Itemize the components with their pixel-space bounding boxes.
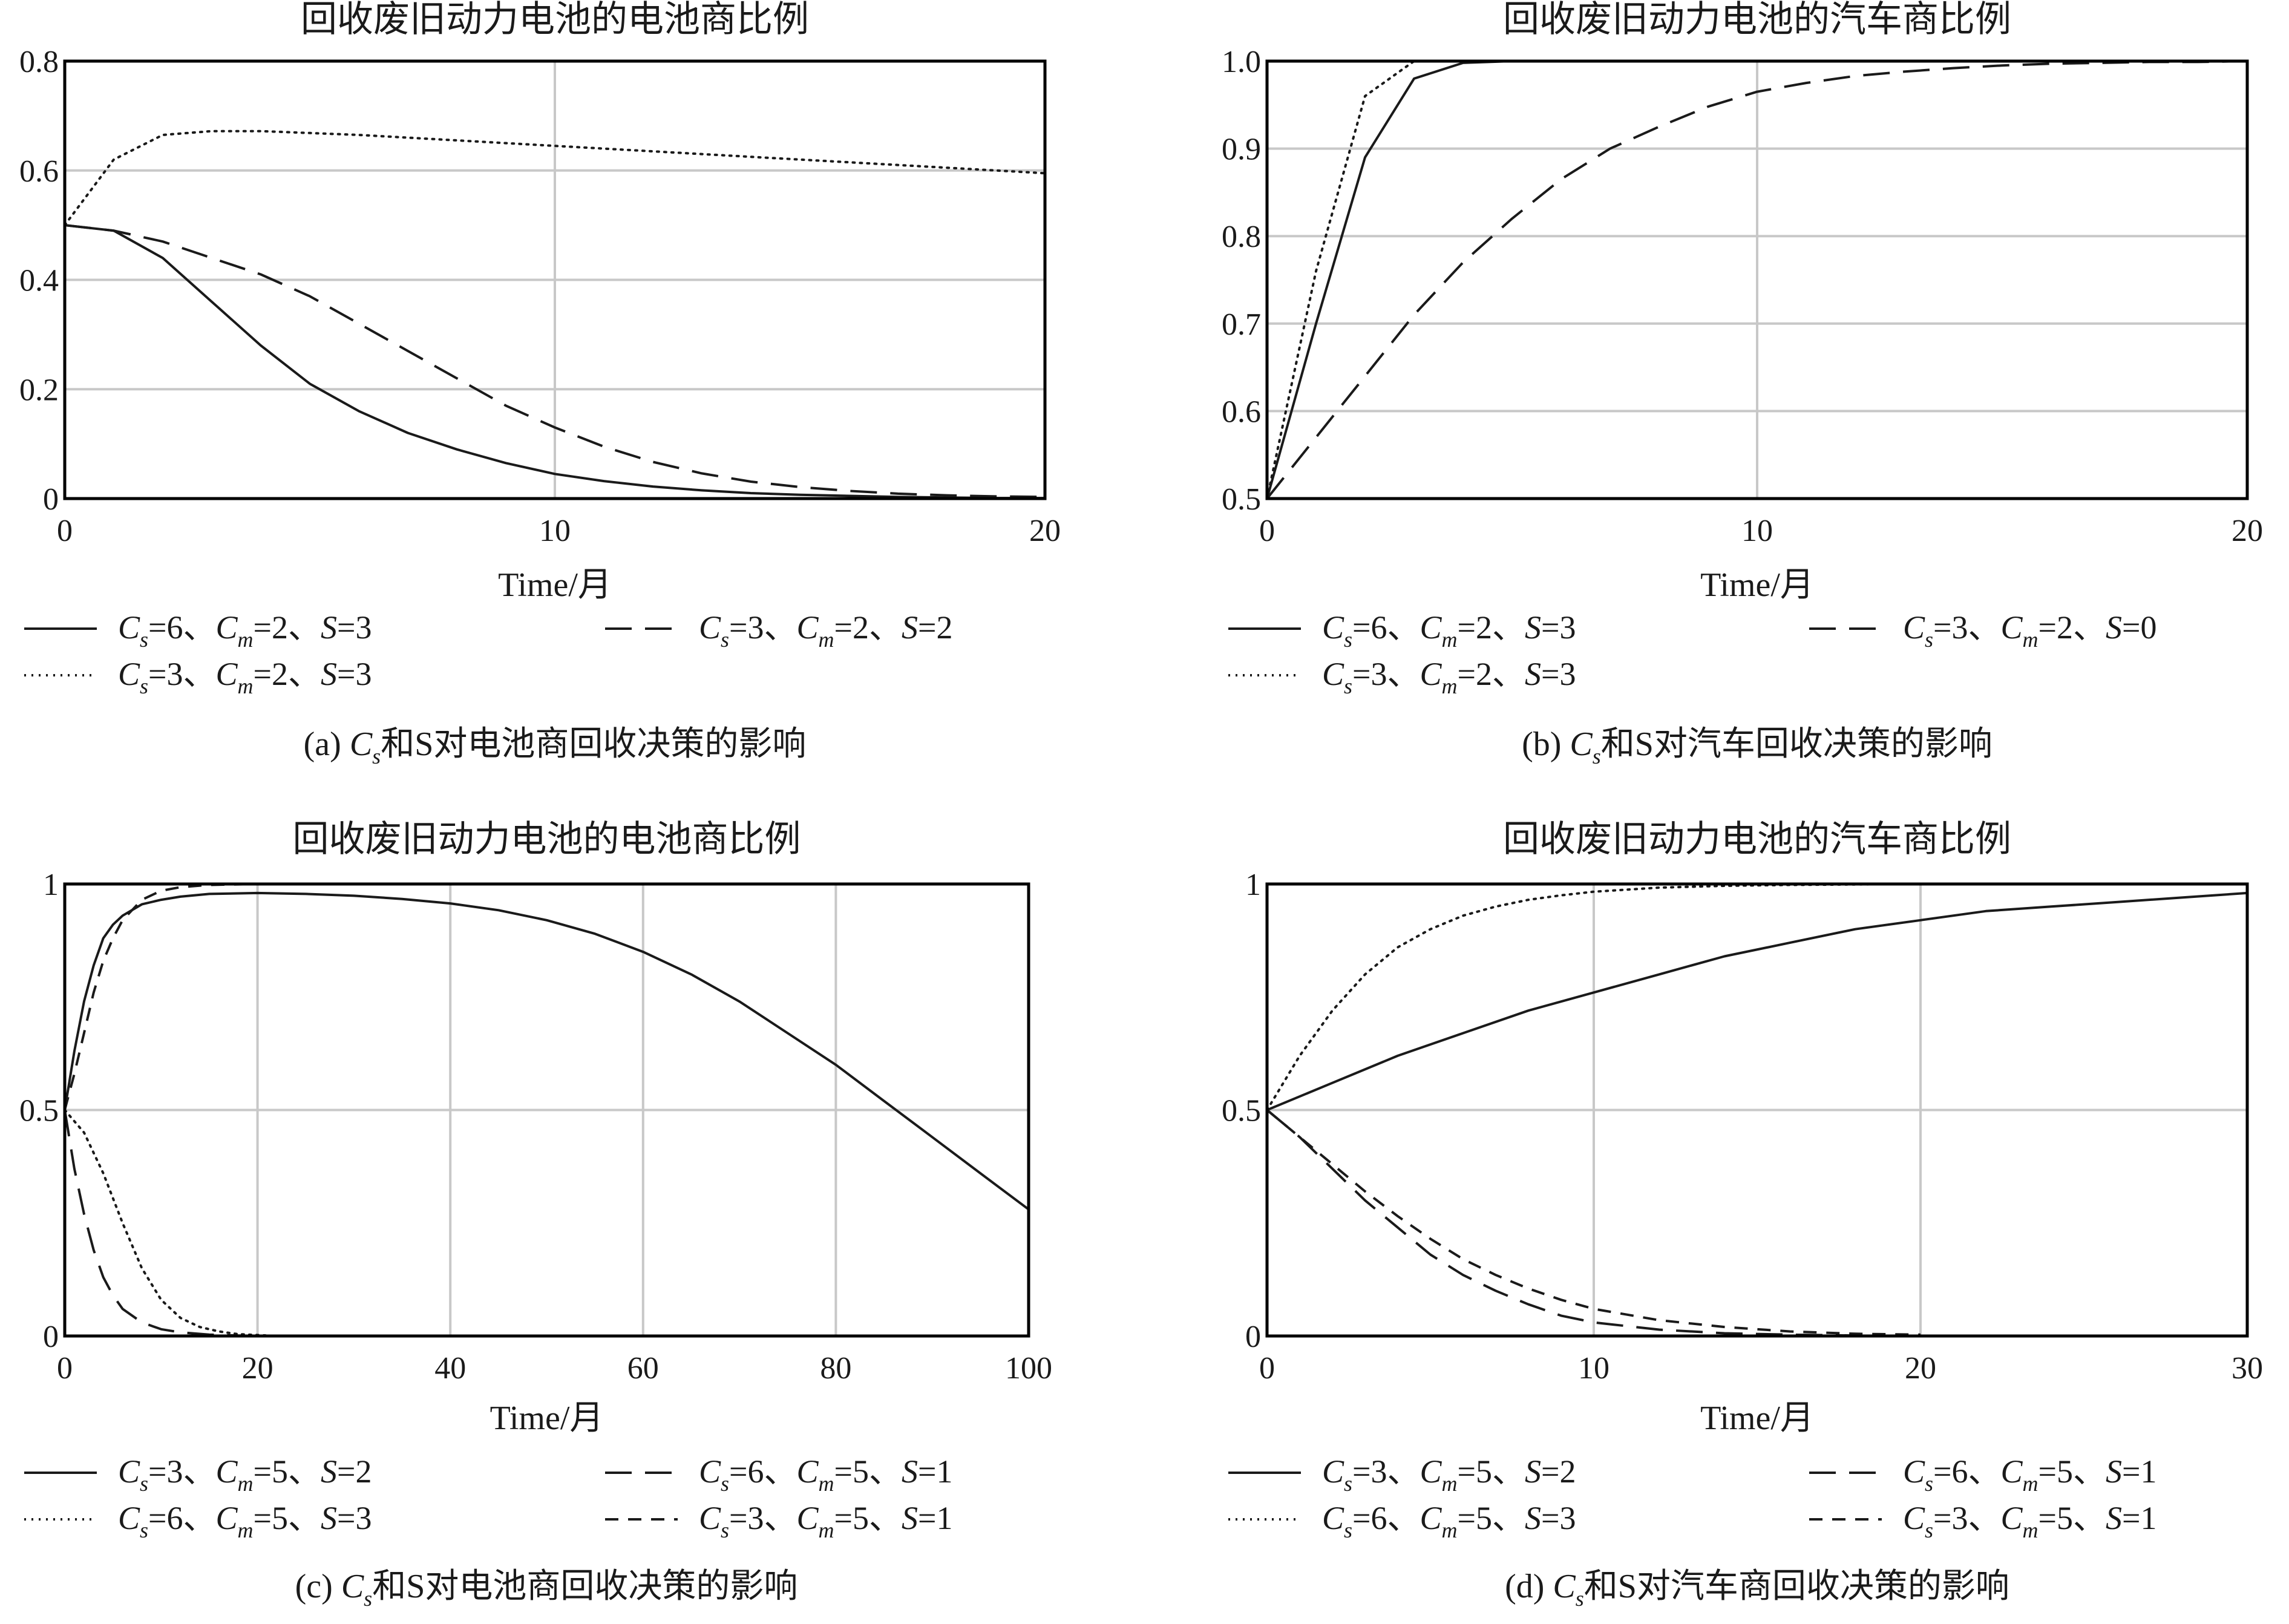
series-line-2: [65, 224, 1045, 499]
series-line-2: [1267, 1108, 1921, 1336]
y-tick-label: 1: [1245, 868, 1261, 902]
chart-panel-a: 回收废旧动力电池的电池商比例 0 0.2 0.4 0.6 0.8 0 10 20 Time/月 Cs…: [19, 0, 1061, 768]
legend-entry-1: Cs=3、Cm=5、S=2: [24, 1453, 372, 1496]
series-line-1: [1267, 61, 2247, 499]
legend-label: Cs=6、Cm=2、S=3: [118, 609, 372, 652]
legend-label: Cs=3、Cm=5、S=2: [1322, 1453, 1576, 1496]
y-tick-label: 0.8: [1222, 220, 1261, 254]
x-tick-label: 0: [1259, 1351, 1275, 1386]
legend-label: Cs=3、Cm=2、S=3: [1322, 656, 1576, 698]
x-tick-label: 10: [539, 514, 571, 548]
x-tick-label: 40: [434, 1351, 466, 1386]
y-tick-label: 0.7: [1222, 307, 1261, 342]
x-tick-label: 10: [1578, 1351, 1610, 1386]
series-line-1: [1267, 891, 2247, 1112]
legend-label: Cs=6、Cm=5、S=3: [1322, 1500, 1576, 1542]
x-tick-label: 60: [627, 1351, 659, 1386]
y-tick-label: 0: [43, 482, 59, 517]
y-tick-label: 0.9: [1222, 133, 1261, 167]
x-tick-label: 20: [1029, 514, 1061, 548]
y-tick-label: 0.8: [19, 45, 59, 79]
y-tick-label: 1.0: [1222, 45, 1261, 79]
series-line-4: [65, 884, 1029, 1111]
y-tick-label: 0.5: [1222, 482, 1261, 517]
x-tick-label: 20: [2232, 514, 2263, 548]
chart-title: 回收废旧动力电池的电池商比例: [301, 0, 809, 41]
y-tick-label: 0.6: [1222, 395, 1261, 429]
y-tick-label: 0: [1245, 1320, 1261, 1354]
plot-frame: [63, 59, 1047, 500]
legend-label: Cs=3、Cm=2、S=0: [1903, 609, 2156, 652]
legend-entry-2: Cs=6、Cm=5、S=1: [605, 1453, 952, 1496]
figure-caption: (a) Cs和S对电池商回收决策的影响: [304, 725, 807, 768]
legend-label: Cs=3、Cm=5、S=2: [118, 1453, 372, 1496]
legend-entry-2: Cs=6、Cm=5、S=1: [1809, 1453, 2156, 1496]
x-tick-label: 20: [1905, 1351, 1936, 1386]
chart-title: 回收废旧动力电池的电池商比例: [293, 818, 801, 860]
x-tick-label: 30: [2232, 1351, 2263, 1386]
x-axis-label: Time/月: [498, 566, 612, 604]
series-line-1: [65, 224, 1045, 499]
legend-entry-3: Cs=3、Cm=2、S=3: [24, 656, 372, 698]
x-axis-label: Time/月: [490, 1400, 604, 1437]
series-line-1: [65, 891, 1029, 1211]
legend-entry-4: Cs=3、Cm=5、S=1: [605, 1500, 952, 1542]
series-line-3: [65, 1108, 278, 1336]
x-tick-label: 0: [1259, 514, 1275, 548]
legend-label: Cs=6、Cm=5、S=1: [699, 1453, 952, 1496]
x-tick-label: 80: [820, 1351, 851, 1386]
legend-entry-1: Cs=3、Cm=5、S=2: [1228, 1453, 1576, 1496]
y-tick-label: 1: [43, 868, 59, 902]
legend-entry-3: Cs=6、Cm=5、S=3: [1228, 1500, 1576, 1542]
legend-entry-3: Cs=6、Cm=5、S=3: [24, 1500, 372, 1542]
y-tick-label: 0.5: [1222, 1094, 1261, 1128]
y-tick-label: 0.6: [19, 154, 59, 189]
x-axis-label: Time/月: [1700, 566, 1814, 604]
legend-label: Cs=6、Cm=5、S=3: [118, 1500, 372, 1542]
x-tick-label: 100: [1005, 1351, 1052, 1386]
legend-entry-2: Cs=3、Cm=2、S=2: [605, 609, 952, 652]
plot-frame: [1265, 59, 2249, 500]
y-tick-label: 0: [43, 1320, 59, 1354]
x-tick-label: 10: [1741, 514, 1773, 548]
plot-frame: [63, 882, 1030, 1338]
legend-entry-3: Cs=3、Cm=2、S=3: [1228, 656, 1576, 698]
plot-frame: [1265, 882, 2249, 1338]
y-tick-label: 0.5: [19, 1094, 59, 1128]
figure-caption: (b) Cs和S对汽车回收决策的影响: [1522, 725, 1993, 768]
legend-entry-2: Cs=3、Cm=2、S=0: [1809, 609, 2156, 652]
x-axis-label: Time/月: [1700, 1400, 1814, 1437]
series-line-4: [1267, 1108, 1921, 1336]
x-tick-label: 20: [242, 1351, 273, 1386]
y-tick-label: 0.2: [19, 373, 59, 407]
series-line-3: [65, 129, 1045, 227]
legend-label: Cs=6、Cm=2、S=3: [1322, 609, 1576, 652]
figure-caption: (d) Cs和S对汽车商回收决策的影响: [1505, 1568, 2009, 1611]
legend-entry-1: Cs=6、Cm=2、S=3: [24, 609, 372, 652]
x-tick-label: 0: [57, 1351, 73, 1386]
legend-label: Cs=3、Cm=2、S=3: [118, 656, 372, 698]
legend-label: Cs=3、Cm=2、S=2: [699, 609, 952, 652]
chart-title: 回收废旧动力电池的汽车商比例: [1503, 818, 2011, 860]
legend-label: Cs=6、Cm=5、S=1: [1903, 1453, 2156, 1496]
legend-entry-4: Cs=3、Cm=5、S=1: [1809, 1500, 2156, 1542]
x-tick-label: 0: [57, 514, 73, 548]
figure-caption: (c) Cs和S对电池商回收决策的影响: [295, 1568, 798, 1611]
y-tick-label: 0.4: [19, 264, 59, 298]
legend-entry-1: Cs=6、Cm=2、S=3: [1228, 609, 1576, 652]
legend-label: Cs=3、Cm=5、S=1: [1903, 1500, 2156, 1542]
chart-panel-b: 回收废旧动力电池的汽车商比例 0.5 0.6 0.7 0.8 0.9 1.0 0 10 20 Tim…: [1222, 0, 2263, 768]
chart-title: 回收废旧动力电池的汽车商比例: [1503, 0, 2011, 41]
chart-panel-c: 回收废旧动力电池的电池商比例 0 0.5 1 0 20 40 60 80 100 Time/月 Cs=…: [19, 818, 1052, 1611]
legend-label: Cs=3、Cm=5、S=1: [699, 1500, 952, 1542]
series-line-3: [1267, 61, 2247, 499]
series-line-2: [1267, 61, 2247, 499]
